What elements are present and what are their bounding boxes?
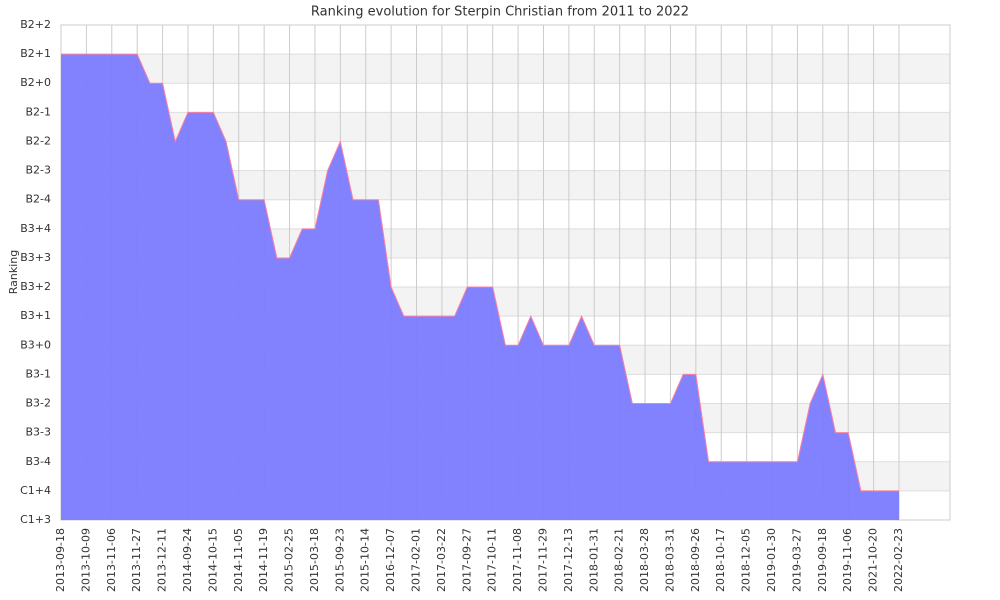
y-tick-label: B3+1 xyxy=(20,309,51,322)
x-tick-label: 2014-10-15 xyxy=(206,528,219,592)
x-tick-label: 2017-02-01 xyxy=(410,528,423,592)
x-tick-label: 2019-03-27 xyxy=(790,528,803,592)
x-tick-label: 2019-11-06 xyxy=(841,528,854,592)
x-tick-label: 2014-09-24 xyxy=(181,528,194,592)
x-tick-label: 2017-11-08 xyxy=(511,528,524,592)
y-axis-label: Ranking xyxy=(7,250,20,295)
x-tick-label: 2013-11-27 xyxy=(130,528,143,592)
y-tick-label: B3+2 xyxy=(20,280,51,293)
y-tick-label: C1+3 xyxy=(20,513,51,526)
y-tick-label: B3-3 xyxy=(25,426,51,439)
y-tick-label: C1+4 xyxy=(20,484,51,497)
x-tick-label: 2021-10-20 xyxy=(867,528,880,592)
y-tick-label: B2+2 xyxy=(20,18,51,31)
x-tick-label: 2018-03-28 xyxy=(638,528,651,592)
line xyxy=(61,53,899,492)
x-tick-label: 2018-12-05 xyxy=(740,528,753,592)
x-tick-label: 2017-11-29 xyxy=(536,528,549,592)
x-tick-label: 2015-09-23 xyxy=(333,528,346,592)
y-tick-label: B2-2 xyxy=(25,134,51,147)
y-tick-label: B3-2 xyxy=(25,397,51,410)
x-tick-label: 2013-09-18 xyxy=(54,528,67,592)
x-tick-label: 2017-03-22 xyxy=(435,528,448,592)
x-tick-label: 2017-10-11 xyxy=(486,528,499,592)
x-tick-label: 2013-10-09 xyxy=(79,528,92,592)
x-tick-label: 2018-10-17 xyxy=(714,528,727,592)
y-tick-label: B2+0 xyxy=(20,76,51,89)
y-tick-label: B3-1 xyxy=(25,367,51,380)
y-tick-label: B3+0 xyxy=(20,338,51,351)
x-tick-label: 2014-11-19 xyxy=(257,528,270,592)
x-tick-label: 2019-09-18 xyxy=(816,528,829,592)
y-tick-label: B2-3 xyxy=(25,164,51,177)
y-tick-label: B3+3 xyxy=(20,251,51,264)
x-tick-label: 2015-10-14 xyxy=(359,528,372,592)
x-tick-label: 2014-11-05 xyxy=(232,528,245,592)
y-tick-label: B2+1 xyxy=(20,47,51,60)
x-tick-label: 2019-01-30 xyxy=(765,528,778,592)
chart-title: Ranking evolution for Sterpin Christian … xyxy=(311,5,689,20)
x-tick-label: 2018-09-26 xyxy=(689,528,702,592)
y-tick-label: B3+4 xyxy=(20,222,51,235)
x-tick-label: 2018-02-21 xyxy=(613,528,626,592)
y-tick-label: B3-4 xyxy=(25,455,51,468)
grid-band xyxy=(61,54,950,84)
x-tick-label: 2017-12-13 xyxy=(562,528,575,592)
x-tick-label: 2022-02-23 xyxy=(892,528,905,592)
x-tick-label: 2013-12-11 xyxy=(156,528,169,592)
y-tick-label: B2-1 xyxy=(25,105,51,118)
x-tick-label: 2013-11-06 xyxy=(105,528,118,592)
x-tick-label: 2018-03-31 xyxy=(663,528,676,592)
x-tick-label: 2017-09-27 xyxy=(460,528,473,592)
x-tick-label: 2015-02-25 xyxy=(283,528,296,592)
y-tick-label: B2-4 xyxy=(25,193,51,206)
x-tick-label: 2016-12-07 xyxy=(384,528,397,592)
x-tick-label: 2015-03-18 xyxy=(308,528,321,592)
x-tick-label: 2018-01-31 xyxy=(587,528,600,592)
